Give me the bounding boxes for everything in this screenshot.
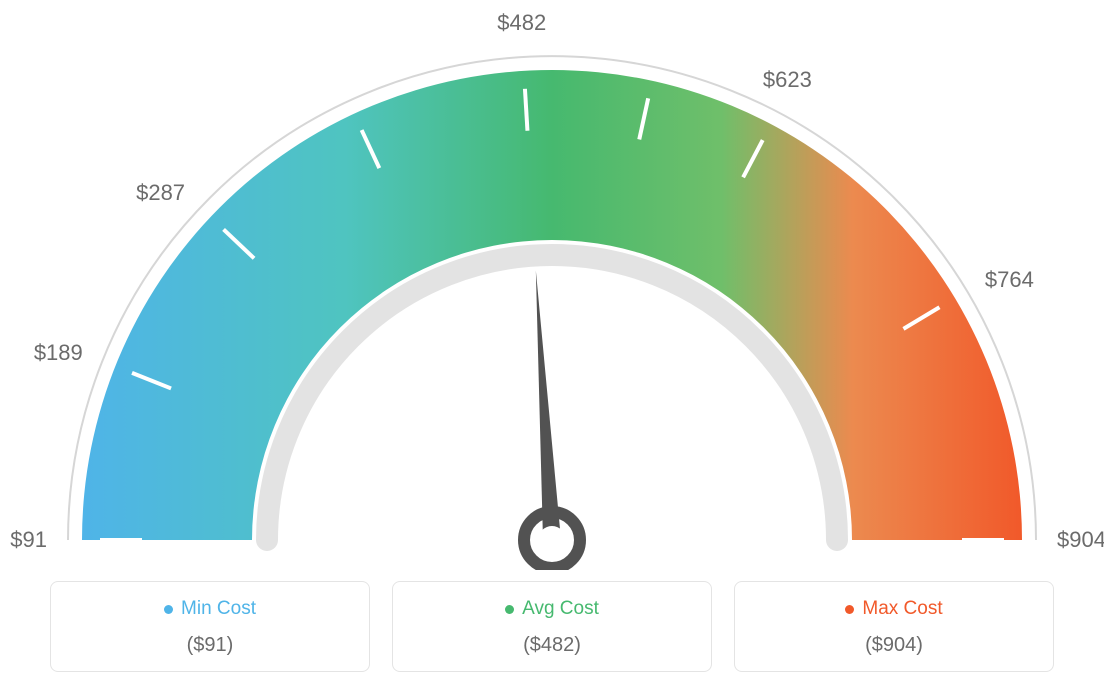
gauge-tick-label: $287 [136, 180, 185, 206]
gauge-tick-label: $904 [1057, 527, 1104, 553]
legend-value: ($482) [403, 634, 701, 657]
legend-value: ($91) [61, 634, 359, 657]
gauge-needle-hub-inner [538, 526, 566, 554]
dot-icon [505, 605, 514, 614]
gauge-tick-label: $623 [763, 67, 812, 93]
dot-icon [845, 605, 854, 614]
gauge-tick-label: $482 [497, 10, 546, 36]
gauge-tick [525, 89, 528, 131]
dot-icon [164, 605, 173, 614]
legend-title-max: Max Cost [845, 598, 942, 620]
legend-row: Min Cost ($91) Avg Cost ($482) Max Cost … [0, 581, 1104, 672]
legend-card-max: Max Cost ($904) [734, 581, 1054, 672]
legend-value: ($904) [745, 634, 1043, 657]
gauge-tick-label: $189 [34, 340, 83, 366]
legend-label: Min Cost [181, 598, 256, 620]
legend-title-avg: Avg Cost [505, 598, 599, 620]
gauge-tick-label: $91 [10, 527, 47, 553]
gauge-needle [536, 270, 561, 540]
legend-label: Max Cost [862, 598, 942, 620]
legend-title-min: Min Cost [164, 598, 256, 620]
gauge-svg [0, 10, 1104, 570]
gauge-tick-label: $764 [985, 267, 1034, 293]
legend-label: Avg Cost [522, 598, 599, 620]
legend-card-min: Min Cost ($91) [50, 581, 370, 672]
legend-card-avg: Avg Cost ($482) [392, 581, 712, 672]
gauge-chart: $91 $189 $287 $482 $623 $764 $904 [0, 10, 1104, 570]
